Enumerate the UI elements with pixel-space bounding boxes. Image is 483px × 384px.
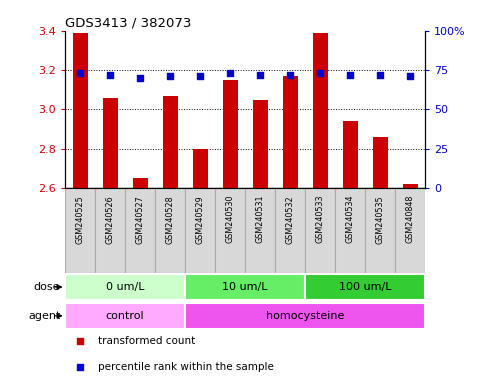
Text: dose: dose [34,282,60,292]
Text: GSM240535: GSM240535 [376,195,384,243]
FancyBboxPatch shape [395,188,425,273]
FancyBboxPatch shape [245,188,275,273]
Point [76,364,84,370]
Bar [402,184,417,188]
Text: control: control [106,311,144,321]
Point [316,70,324,76]
FancyBboxPatch shape [185,303,425,329]
Bar [253,99,268,188]
FancyBboxPatch shape [155,188,185,273]
Text: GSM240527: GSM240527 [136,195,145,244]
Point [136,75,144,81]
Bar [163,96,178,188]
Point [346,72,354,78]
Bar [133,178,148,188]
Text: transformed count: transformed count [98,336,195,346]
FancyBboxPatch shape [125,188,155,273]
FancyBboxPatch shape [305,274,425,300]
Point [166,73,174,79]
FancyBboxPatch shape [335,188,365,273]
FancyBboxPatch shape [185,274,305,300]
Text: GSM240529: GSM240529 [196,195,205,244]
Text: 100 um/L: 100 um/L [339,282,391,292]
FancyBboxPatch shape [95,188,125,273]
Point [76,338,84,344]
Text: GSM240530: GSM240530 [226,195,235,243]
Bar [193,149,208,188]
Bar [223,80,238,188]
FancyBboxPatch shape [65,188,95,273]
FancyBboxPatch shape [185,188,215,273]
FancyBboxPatch shape [215,188,245,273]
FancyBboxPatch shape [305,188,335,273]
FancyBboxPatch shape [65,274,185,300]
Bar [103,98,118,188]
Text: agent: agent [28,311,60,321]
Point [376,72,384,78]
Text: GSM240532: GSM240532 [285,195,295,243]
Text: GSM240525: GSM240525 [76,195,85,244]
Point [226,70,234,76]
FancyBboxPatch shape [65,303,185,329]
Text: GSM240848: GSM240848 [406,195,414,243]
Point [106,72,114,78]
Text: GSM240534: GSM240534 [345,195,355,243]
FancyBboxPatch shape [275,188,305,273]
Bar [313,33,327,188]
Point [196,73,204,79]
Bar [372,137,387,188]
Bar [342,121,357,188]
Text: percentile rank within the sample: percentile rank within the sample [98,362,273,372]
Text: 0 um/L: 0 um/L [106,282,144,292]
Text: 10 um/L: 10 um/L [222,282,268,292]
Point [286,72,294,78]
Point [76,70,84,76]
Text: homocysteine: homocysteine [266,311,344,321]
Point [256,72,264,78]
Text: GSM240533: GSM240533 [315,195,325,243]
FancyBboxPatch shape [365,188,395,273]
Text: GDS3413 / 382073: GDS3413 / 382073 [65,17,192,30]
Bar [73,33,88,188]
Bar [283,76,298,188]
Text: GSM240526: GSM240526 [106,195,114,243]
Text: GSM240531: GSM240531 [256,195,265,243]
Point [406,73,414,79]
Text: GSM240528: GSM240528 [166,195,175,243]
